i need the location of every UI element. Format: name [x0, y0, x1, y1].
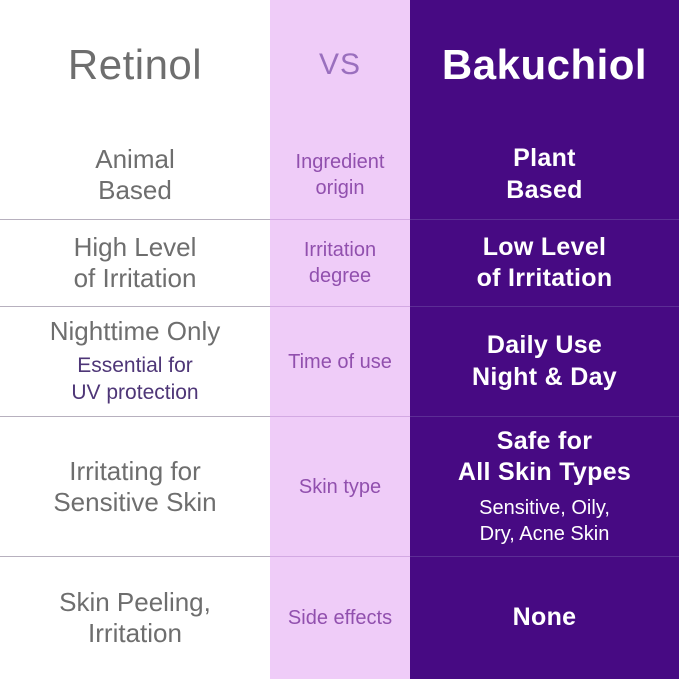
retinol-value-cell: High Level of Irritation [0, 220, 270, 307]
retinol-value: High Level of Irritation [73, 232, 197, 293]
attribute-label: Side effects [287, 607, 393, 629]
attribute-cell: Irritation degree [270, 220, 410, 307]
retinol-value: Irritating for Sensitive Skin [53, 455, 217, 517]
row-skin-type: Irritating for Sensitive Skin Skin type … [0, 417, 679, 557]
bakuchiol-value-cell: None [410, 557, 679, 679]
bakuchiol-title: Bakuchiol [441, 41, 648, 88]
row-side-effects: Skin Peeling, Irritation Side effects No… [0, 557, 679, 679]
bakuchiol-value: Daily Use Night & Day [472, 331, 617, 391]
row-time-of-use: Nighttime Only Essential for UV protecti… [0, 307, 679, 417]
bakuchiol-value-cell: Plant Based [410, 130, 679, 220]
bakuchiol-value: None [512, 603, 577, 632]
retinol-value-cell: Skin Peeling, Irritation [0, 557, 270, 679]
attribute-cell: Side effects [270, 557, 410, 679]
bakuchiol-header-cell: Bakuchiol [410, 0, 679, 130]
bakuchiol-value-cell: Daily Use Night & Day [410, 307, 679, 417]
attribute-cell: Skin type [270, 417, 410, 557]
retinol-value-cell: Animal Based [0, 130, 270, 220]
bakuchiol-value: Plant Based [506, 144, 583, 204]
bakuchiol-value-cell: Low Level of Irritation [410, 220, 679, 307]
vs-label: VS [318, 48, 362, 81]
vs-header-cell: VS [270, 0, 410, 130]
attribute-cell: Ingredient origin [270, 130, 410, 220]
attribute-cell: Time of use [270, 307, 410, 417]
retinol-value-cell: Nighttime Only Essential for UV protecti… [0, 307, 270, 417]
row-ingredient-origin: Animal Based Ingredient origin Plant Bas… [0, 130, 679, 220]
bakuchiol-value: Low Level of Irritation [476, 232, 613, 292]
retinol-value-cell: Irritating for Sensitive Skin [0, 417, 270, 557]
attribute-label: Irritation degree [303, 239, 377, 287]
header-row: Retinol VS Bakuchiol [0, 0, 679, 130]
attribute-label: Ingredient origin [295, 150, 385, 199]
retinol-note: Essential for UV protection [71, 354, 199, 405]
bakuchiol-value-cell: Safe for All Skin Types Sensitive, Oily,… [410, 417, 679, 557]
retinol-header-cell: Retinol [0, 0, 270, 130]
row-irritation-degree: High Level of Irritation Irritation degr… [0, 220, 679, 307]
retinol-value: Animal Based [95, 143, 175, 205]
attribute-label: Time of use [288, 350, 392, 373]
retinol-value: Skin Peeling, Irritation [59, 587, 211, 648]
retinol-title: Retinol [67, 41, 203, 88]
bakuchiol-value: Safe for All Skin Types [457, 426, 632, 486]
bakuchiol-note: Sensitive, Oily, Dry, Acne Skin [479, 497, 610, 546]
attribute-label: Skin type [298, 475, 382, 498]
retinol-value: Nighttime Only [49, 315, 221, 346]
